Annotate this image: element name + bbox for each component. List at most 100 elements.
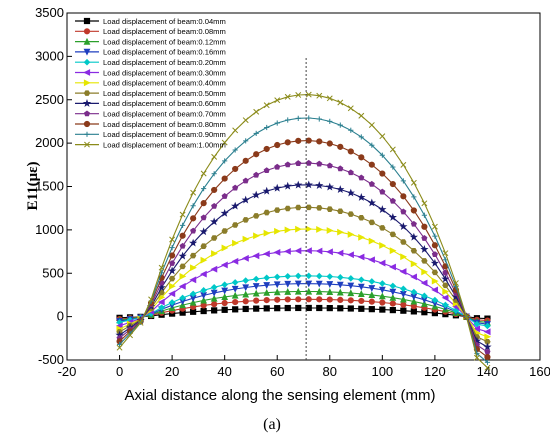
series-group: [115, 91, 492, 371]
data-point: [400, 301, 407, 308]
data-point: [83, 37, 91, 45]
data-point: [304, 180, 313, 189]
data-point: [326, 248, 333, 256]
data-point: [284, 296, 291, 303]
data-point: [337, 228, 345, 236]
data-point: [179, 211, 186, 218]
data-point: [357, 290, 365, 297]
data-point: [211, 250, 218, 258]
data-point: [421, 268, 429, 276]
data-point: [326, 304, 333, 312]
data-point: [169, 260, 176, 266]
data-point: [484, 322, 491, 330]
data-point: [148, 296, 155, 303]
data-point: [358, 215, 365, 221]
data-point: [358, 305, 365, 312]
data-point: [252, 289, 260, 297]
panel-label: (a): [263, 416, 281, 433]
data-point: [231, 291, 239, 299]
data-point: [347, 211, 354, 217]
data-point: [253, 232, 260, 240]
data-point: [242, 277, 249, 284]
data-point: [421, 200, 428, 207]
data-point: [221, 287, 229, 295]
data-point: [284, 226, 292, 234]
data-point: [294, 280, 302, 288]
data-point: [358, 297, 365, 305]
data-point: [263, 102, 270, 109]
data-point: [389, 247, 397, 255]
data-point: [368, 122, 375, 128]
data-point: [232, 298, 239, 306]
data-point: [484, 364, 491, 371]
x-tick-label: 60: [270, 364, 284, 379]
data-point: [253, 305, 260, 312]
data-point: [252, 275, 260, 283]
data-point: [347, 305, 354, 312]
data-point: [337, 305, 344, 312]
data-point: [389, 306, 396, 314]
data-point: [242, 117, 249, 124]
data-point: [190, 215, 197, 222]
data-point: [232, 239, 239, 247]
y-axis-title: E11(με): [25, 161, 41, 210]
data-point: [137, 319, 144, 326]
data-point: [316, 92, 323, 99]
data-point: [189, 298, 197, 306]
data-point: [200, 170, 207, 177]
data-point: [211, 307, 218, 314]
data-point: [274, 97, 281, 104]
data-point: [389, 180, 396, 188]
series-path: [119, 162, 488, 353]
data-point: [421, 292, 428, 300]
data-point: [431, 277, 439, 285]
y-tick-label: 1000: [35, 222, 64, 237]
data-point: [378, 292, 386, 300]
data-point: [336, 249, 344, 257]
data-point: [82, 99, 92, 107]
data-point: [231, 201, 240, 210]
data-point: [83, 48, 91, 56]
data-point: [211, 202, 218, 209]
data-point: [116, 344, 123, 351]
data-point: [274, 227, 281, 235]
data-point: [263, 305, 270, 312]
data-point: [127, 332, 134, 339]
data-point: [421, 235, 428, 241]
data-point: [168, 290, 176, 298]
data-point: [263, 274, 271, 282]
data-point: [389, 231, 397, 238]
data-point: [315, 280, 323, 288]
data-point: [199, 270, 207, 278]
legend-label: Load displacement of beam:0.90mm: [103, 130, 226, 139]
data-point: [357, 253, 365, 261]
data-point: [400, 253, 408, 261]
data-point: [378, 205, 387, 214]
data-point: [200, 243, 207, 249]
legend-entry: Load displacement of beam:0.04mm: [75, 17, 226, 26]
x-tick-label: 160: [529, 364, 550, 379]
data-point: [473, 320, 481, 328]
data-point: [326, 95, 333, 102]
data-point: [211, 186, 218, 194]
data-point: [399, 268, 407, 275]
data-point: [368, 161, 375, 168]
data-point: [200, 307, 207, 315]
data-point: [325, 182, 334, 191]
legend-label: Load displacement of beam:0.40mm: [103, 79, 226, 88]
legend-entry: Load displacement of beam:0.12mm: [75, 37, 226, 46]
data-point: [263, 288, 271, 296]
data-point: [347, 148, 354, 155]
legend-label: Load displacement of beam:0.70mm: [103, 110, 226, 119]
data-point: [295, 92, 302, 98]
data-point: [179, 242, 186, 249]
data-point: [263, 145, 270, 153]
series-line: [116, 91, 491, 371]
data-point: [253, 108, 260, 115]
data-point: [337, 143, 344, 150]
data-point: [400, 161, 407, 168]
data-point: [389, 263, 396, 271]
data-point: [315, 247, 323, 255]
data-point: [221, 175, 228, 182]
y-tick-label: 2500: [35, 92, 64, 107]
